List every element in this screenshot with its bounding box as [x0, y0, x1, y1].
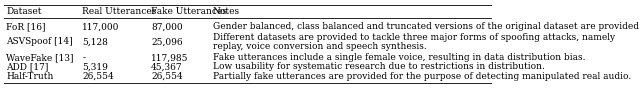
Text: 5,319: 5,319	[83, 62, 108, 71]
Text: ASVSpoof [14]: ASVSpoof [14]	[6, 37, 73, 46]
Text: replay, voice conversion and speech synthesis.: replay, voice conversion and speech synt…	[212, 42, 426, 51]
Text: 117,000: 117,000	[83, 22, 120, 31]
Text: Gender balanced, class balanced and truncated versions of the original dataset a: Gender balanced, class balanced and trun…	[212, 22, 640, 31]
Text: Different datasets are provided to tackle three major forms of spoofing attacks,: Different datasets are provided to tackl…	[212, 33, 614, 42]
Text: 26,554: 26,554	[83, 72, 114, 81]
Text: WaveFake [13]: WaveFake [13]	[6, 53, 74, 62]
Text: Low usability for systematic research due to restrictions in distribution.: Low usability for systematic research du…	[212, 62, 545, 71]
Text: 25,096: 25,096	[151, 37, 183, 46]
Text: Half-Truth: Half-Truth	[6, 72, 54, 81]
Text: 5,128: 5,128	[83, 37, 108, 46]
Text: -: -	[83, 53, 85, 62]
Text: Notes: Notes	[212, 7, 239, 16]
Text: 87,000: 87,000	[151, 22, 183, 31]
Text: Real Utterances: Real Utterances	[83, 7, 157, 16]
Text: Fake utterances include a single female voice, resulting in data distribution bi: Fake utterances include a single female …	[212, 53, 585, 62]
Text: Dataset: Dataset	[6, 7, 42, 16]
Text: 45,367: 45,367	[151, 62, 183, 71]
Text: ADD [17]: ADD [17]	[6, 62, 49, 71]
Text: Partially fake utterances are provided for the purpose of detecting manipulated : Partially fake utterances are provided f…	[212, 72, 631, 81]
Text: 26,554: 26,554	[151, 72, 183, 81]
Text: Fake Utterances: Fake Utterances	[151, 7, 227, 16]
Text: 117,985: 117,985	[151, 53, 189, 62]
Text: FoR [16]: FoR [16]	[6, 22, 46, 31]
